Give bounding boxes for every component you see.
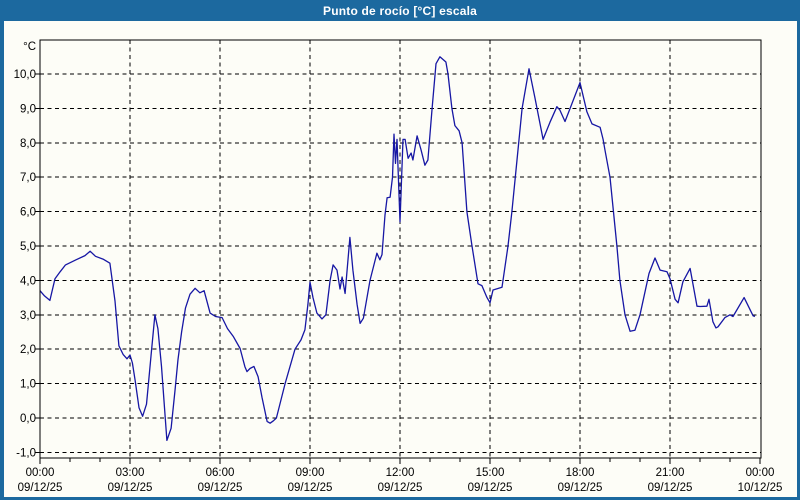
- y-axis-unit-label: °C: [23, 41, 36, 53]
- y-tick-label: -1,0: [16, 447, 36, 459]
- x-tick-date-label: 09/12/25: [198, 482, 243, 494]
- y-tick-label: 9,0: [20, 103, 36, 115]
- y-tick-label: 7,0: [20, 172, 36, 184]
- x-tick-date-label: 09/12/25: [558, 482, 603, 494]
- plot-border: [39, 39, 762, 459]
- y-tick-label: 4,0: [20, 275, 36, 287]
- x-tick-date-label: 09/12/25: [648, 482, 693, 494]
- y-tick-label: 0,0: [20, 413, 36, 425]
- x-tick-time-label: 09:00: [296, 467, 325, 479]
- window-titlebar[interactable]: Punto de rocío [°C] escala: [0, 0, 800, 21]
- x-tick-date-label: 09/12/25: [108, 482, 153, 494]
- y-tick-label: 1,0: [20, 379, 36, 391]
- y-tick-label: 8,0: [20, 138, 36, 150]
- dewpoint-line: [39, 56, 756, 442]
- x-tick-date-label: 09/12/25: [288, 482, 333, 494]
- x-tick-time-label: 21:00: [656, 467, 685, 479]
- y-axis-labels: 10,0 9,0 8,0 7,0 6,0 5,0 4,0 3,0 2,0 1,0 0,0 -1,0 °C: [14, 41, 36, 459]
- y-tick-label: 5,0: [20, 241, 36, 253]
- x-axis-labels: 00:00 09/12/25 03:00 09/12/25 06:00 09/12/25 0…: [18, 467, 783, 494]
- x-tick-date-label: 09/12/25: [378, 482, 423, 494]
- x-tick-date-label: 10/12/25: [738, 482, 783, 494]
- x-tick-time-label: 06:00: [206, 467, 235, 479]
- x-tick-time-label: 00:00: [746, 467, 775, 479]
- x-tick-time-label: 03:00: [116, 467, 145, 479]
- x-tick-date-label: 09/12/25: [468, 482, 513, 494]
- x-tick-time-label: 12:00: [386, 467, 415, 479]
- window-title: Punto de rocío [°C] escala: [322, 3, 478, 18]
- y-tick-label: 3,0: [20, 310, 36, 322]
- x-tick-time-label: 15:00: [476, 467, 505, 479]
- x-tick-date-label: 09/12/25: [18, 482, 63, 494]
- x-tick-time-label: 18:00: [566, 467, 595, 479]
- axis-ticks: [35, 73, 761, 464]
- series-lines: [39, 56, 756, 442]
- x-tick-time-label: 00:00: [26, 467, 55, 479]
- y-tick-label: 6,0: [20, 207, 36, 219]
- y-tick-label: 10,0: [14, 69, 36, 81]
- y-tick-label: 2,0: [20, 344, 36, 356]
